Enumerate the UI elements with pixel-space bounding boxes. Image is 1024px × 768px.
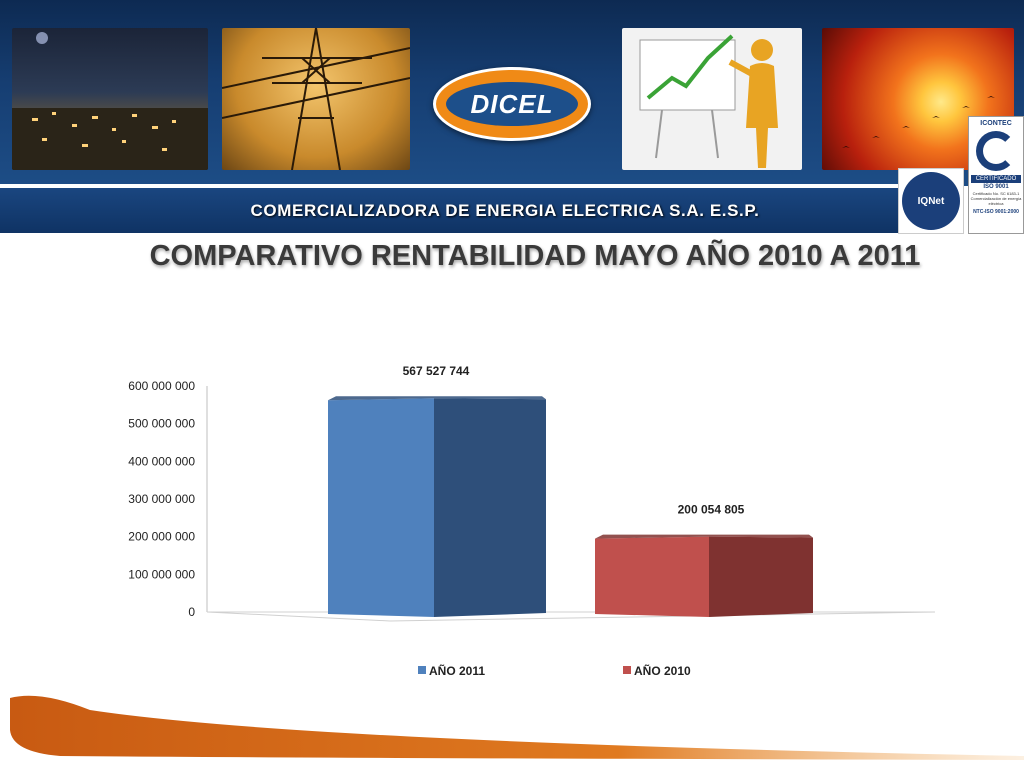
bar-ano-2011-top — [328, 396, 546, 401]
bar-ano-2010-side — [709, 536, 813, 617]
bar-ano-2010-top — [595, 534, 813, 539]
growth-chart-photo — [622, 28, 802, 170]
city-night-photo — [12, 28, 208, 170]
iqnet-certificate-badge: IQNet — [898, 168, 964, 234]
company-name: COMERCIALIZADORA DE ENERGIA ELECTRICA S.… — [250, 200, 760, 220]
bar-ano-2011-front — [328, 398, 434, 617]
legend-swatch — [418, 666, 426, 674]
icontec-ntc: NTC-ISO 9001:2000 — [973, 209, 1019, 215]
y-tick-label: 600 000 000 — [128, 379, 195, 393]
icontec-iso: ISO 9001 — [983, 184, 1009, 190]
y-tick-label: 200 000 000 — [128, 530, 195, 544]
legend-label: AÑO 2011 — [429, 663, 485, 678]
bar-ano-2011 — [328, 396, 546, 617]
bar-ano-2010-front — [595, 536, 709, 617]
logo-text: DICEL — [470, 88, 554, 119]
icontec-top-text: ICONTEC — [980, 120, 1012, 127]
legend: AÑO 2011 AÑO 2010 — [418, 663, 691, 678]
page-title: COMPARATIVO RENTABILIDAD MAYO AÑO 2010 A… — [149, 240, 921, 272]
company-bar: COMERCIALIZADORA DE ENERGIA ELECTRICA S.… — [0, 188, 900, 233]
icontec-label: CERTIFICADO — [971, 175, 1021, 183]
icontec-small: Certificado No. SC 6183-1 Comercializaci… — [970, 191, 1022, 206]
bar-ano-2011-label: 567 527 744 — [403, 364, 470, 378]
y-tick-label: 300 000 000 — [128, 492, 195, 506]
y-tick-label: 400 000 000 — [128, 454, 195, 468]
dicel-logo: DICEL — [433, 67, 591, 141]
floor-left-edge — [206, 611, 391, 622]
bar-ano-2010 — [595, 534, 813, 617]
footer-swoosh — [10, 695, 1024, 760]
icontec-logo-icon — [976, 131, 1016, 171]
bars — [328, 396, 813, 617]
bar-chart: 0 100 000 000 200 000 000 300 000 000 400 00… — [128, 364, 936, 678]
bar-ano-2011-side — [434, 398, 546, 617]
header-banner: DICEL — [0, 0, 1024, 186]
legend-label: AÑO 2010 — [634, 663, 691, 678]
y-axis: 0 100 000 000 200 000 000 300 000 000 400 00… — [128, 379, 208, 619]
y-tick-label: 0 — [188, 605, 195, 619]
icontec-certificate-badge: ICONTEC CERTIFICADO ISO 9001 Certificado… — [968, 116, 1024, 234]
banner-divider — [0, 184, 900, 188]
y-tick-label: 500 000 000 — [128, 417, 195, 431]
data-labels: 567 527 744 200 054 805 — [403, 364, 745, 516]
y-tick-label: 100 000 000 — [128, 567, 195, 581]
floor-front-edge — [389, 611, 936, 622]
power-tower-photo — [222, 28, 410, 170]
legend-swatch — [623, 666, 631, 674]
bar-ano-2010-label: 200 054 805 — [678, 503, 745, 517]
chart-floor — [206, 611, 936, 622]
iqnet-text: IQNet — [917, 195, 945, 207]
